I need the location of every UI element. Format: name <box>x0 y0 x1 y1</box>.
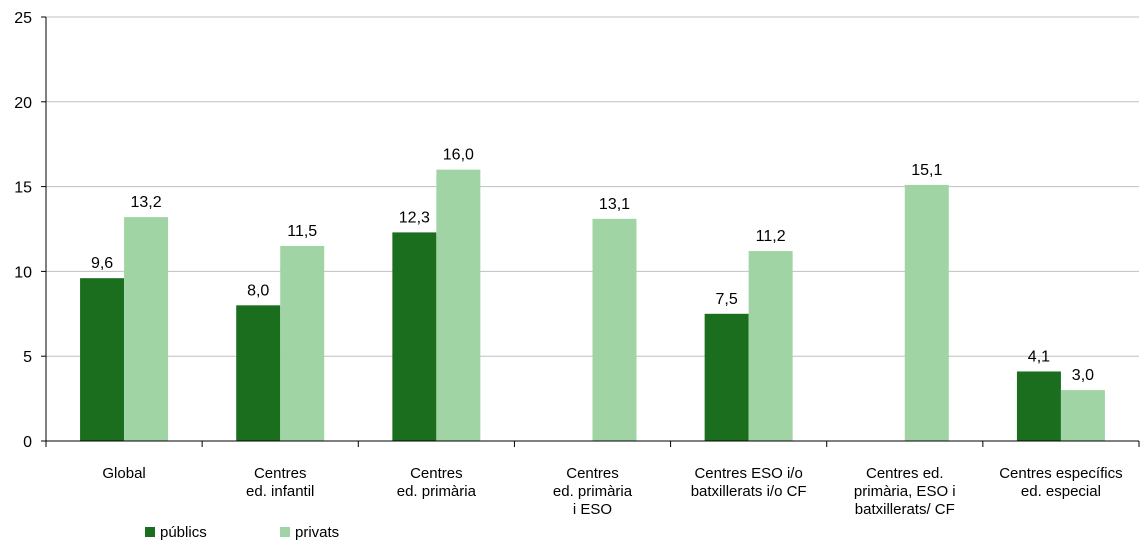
category-label-line: Centres ed. <box>866 465 944 482</box>
y-tick-label: 25 <box>14 10 32 27</box>
data-label: 11,2 <box>756 228 786 245</box>
category-label: Centres ed. infantil <box>246 465 314 500</box>
category-label: Global <box>102 465 145 482</box>
category-label-line: Centres específics <box>999 465 1122 482</box>
legend-label: privats <box>295 524 339 541</box>
data-label: 15,1 <box>911 162 942 179</box>
category-label-line: Centres <box>254 465 307 482</box>
data-label: 13,2 <box>131 194 162 211</box>
category-label-line: Centres <box>566 465 619 482</box>
category-label-line: i ESO <box>573 501 612 518</box>
data-label: 8,0 <box>247 282 269 299</box>
y-tick-label: 5 <box>23 349 32 366</box>
gridlines <box>46 16 1139 357</box>
y-tick-label: 10 <box>14 264 32 281</box>
bar-privats-2 <box>436 169 481 441</box>
category-label: Centres ed. primària i ESO <box>553 465 633 518</box>
category-label-line: Centres ESO i/o <box>694 465 802 482</box>
data-label: 13,1 <box>599 196 630 213</box>
bar-públics-6 <box>1016 371 1061 441</box>
data-label: 12,3 <box>399 209 430 226</box>
category-label-line: primària, ESO i <box>854 483 956 500</box>
data-label: 16,0 <box>443 147 474 164</box>
y-tick-label: 15 <box>14 180 32 197</box>
bars <box>80 169 1105 442</box>
bar-públics-0 <box>80 278 125 441</box>
bar-públics-4 <box>704 313 749 441</box>
data-label: 3,0 <box>1072 367 1094 384</box>
category-label-line: ed. infantil <box>246 483 314 500</box>
category-label-line: batxillerats i/o CF <box>691 483 807 500</box>
category-label-line: Centres <box>410 465 463 482</box>
data-label: 7,5 <box>716 291 738 308</box>
bar-privats-6 <box>1060 390 1105 441</box>
data-label: 11,5 <box>287 223 317 240</box>
bar-públics-2 <box>392 232 437 441</box>
y-tick-label: 20 <box>14 95 32 112</box>
category-label: Centres ESO i/o batxillerats i/o CF <box>691 465 807 500</box>
legend: públics privats <box>145 524 339 541</box>
legend-swatch-privats <box>280 527 290 537</box>
category-label-line: ed. primària <box>397 483 477 500</box>
bar-privats-0 <box>124 217 169 441</box>
category-label-line: ed. primària <box>553 483 633 500</box>
bar-públics-1 <box>236 305 281 441</box>
data-label: 9,6 <box>91 255 113 272</box>
data-label: 4,1 <box>1028 348 1050 365</box>
legend-label: públics <box>160 524 207 541</box>
legend-swatch-públics <box>145 527 155 537</box>
category-label: Centres específics ed. especial <box>999 465 1122 500</box>
bar-privats-5 <box>904 184 949 442</box>
y-tick-label: 0 <box>23 434 32 451</box>
category-label-line: Global <box>102 465 145 482</box>
bar-privats-1 <box>280 245 325 441</box>
axes <box>41 16 1140 447</box>
y-axis-ticks: 0 5 10 15 20 25 <box>14 10 32 451</box>
data-labels: 9,6 8,0 12,3 7,5 4,1 13,2 11,5 16,0 13,1 11,2 15,1… <box>91 147 1094 384</box>
category-label: Centres ed. primària <box>397 465 477 500</box>
category-label-line: batxillerats/ CF <box>855 501 955 518</box>
category-label-line: ed. especial <box>1021 483 1101 500</box>
bar-privats-3 <box>592 218 637 441</box>
category-label: Centres ed. primària, ESO i batxillerats/ … <box>854 465 956 518</box>
bar-privats-4 <box>748 251 793 441</box>
